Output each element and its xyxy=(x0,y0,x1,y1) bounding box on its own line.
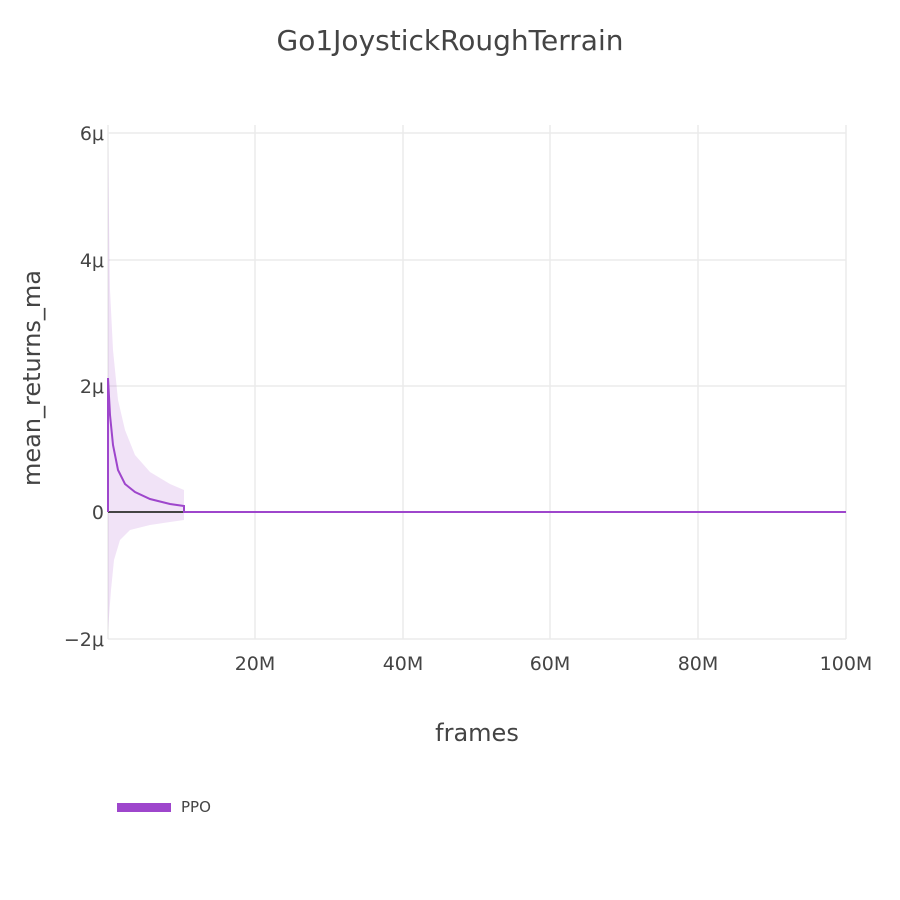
svg-text:60M: 60M xyxy=(530,653,571,675)
x-axis-title: frames xyxy=(435,719,519,747)
chart-title: Go1JoystickRoughTerrain xyxy=(276,24,624,57)
svg-text:40M: 40M xyxy=(383,653,424,675)
legend-item-ppo[interactable]: PPO xyxy=(117,798,211,816)
y-axis-title: mean_returns_ma xyxy=(18,270,46,486)
ppo-line xyxy=(107,377,846,513)
svg-text:100M: 100M xyxy=(820,653,873,675)
ppo-confidence-band xyxy=(108,145,184,630)
svg-text:−2μ: −2μ xyxy=(64,629,104,651)
svg-text:2μ: 2μ xyxy=(80,376,104,398)
svg-text:0: 0 xyxy=(92,502,104,524)
x-axis-ticks: 20M 40M 60M 80M 100M xyxy=(235,653,873,675)
gridlines xyxy=(107,125,847,640)
y-axis-ticks: 6μ 4μ 2μ 0 −2μ xyxy=(64,123,104,651)
svg-text:4μ: 4μ xyxy=(80,250,104,272)
svg-text:20M: 20M xyxy=(235,653,276,675)
legend-label: PPO xyxy=(181,798,211,816)
svg-text:6μ: 6μ xyxy=(80,123,104,145)
svg-text:80M: 80M xyxy=(678,653,719,675)
legend-swatch xyxy=(117,802,171,812)
